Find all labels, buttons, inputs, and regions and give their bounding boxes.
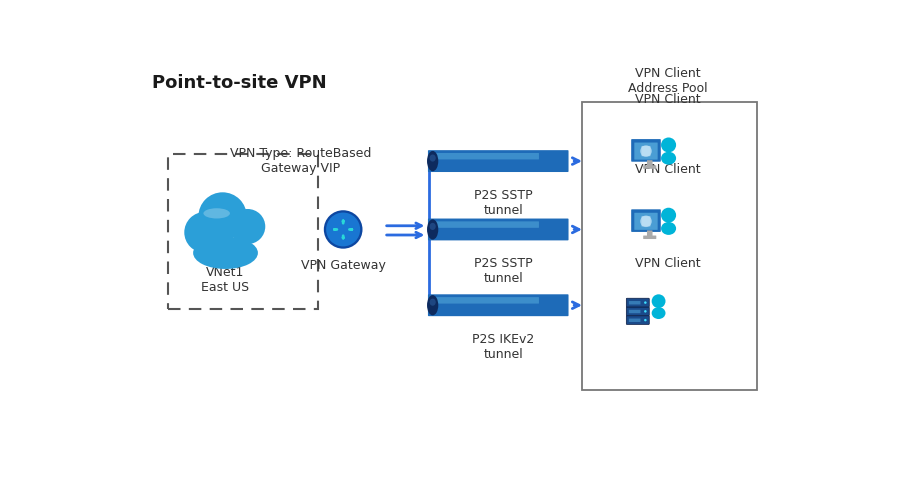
Text: VPN Client: VPN Client	[634, 93, 699, 106]
Text: VPN Client: VPN Client	[634, 257, 699, 270]
Ellipse shape	[426, 219, 437, 240]
FancyBboxPatch shape	[630, 209, 660, 232]
FancyBboxPatch shape	[646, 230, 652, 237]
Text: Point-to-site VPN: Point-to-site VPN	[153, 74, 327, 93]
FancyBboxPatch shape	[626, 316, 649, 324]
Ellipse shape	[429, 223, 436, 230]
FancyBboxPatch shape	[434, 153, 539, 159]
FancyBboxPatch shape	[633, 143, 657, 160]
FancyBboxPatch shape	[641, 146, 650, 156]
Circle shape	[643, 319, 646, 322]
FancyBboxPatch shape	[633, 213, 657, 230]
FancyBboxPatch shape	[646, 160, 652, 167]
Ellipse shape	[661, 222, 675, 235]
Circle shape	[199, 192, 246, 240]
FancyBboxPatch shape	[434, 297, 539, 303]
FancyBboxPatch shape	[626, 298, 649, 307]
Circle shape	[325, 213, 360, 246]
Text: VPN Gateway: VPN Gateway	[301, 259, 385, 272]
Circle shape	[640, 145, 651, 157]
Circle shape	[661, 137, 675, 153]
Text: VPN Client
Address Pool: VPN Client Address Pool	[627, 67, 707, 95]
FancyBboxPatch shape	[641, 216, 650, 227]
Text: VPN Type: RouteBased
Gateway VIP: VPN Type: RouteBased Gateway VIP	[230, 147, 370, 175]
FancyBboxPatch shape	[629, 319, 640, 322]
FancyBboxPatch shape	[629, 310, 640, 313]
FancyBboxPatch shape	[642, 165, 655, 169]
FancyBboxPatch shape	[642, 236, 655, 239]
Circle shape	[640, 216, 651, 227]
Ellipse shape	[426, 151, 437, 171]
Circle shape	[643, 301, 646, 304]
Circle shape	[230, 209, 265, 244]
Circle shape	[643, 310, 646, 312]
FancyBboxPatch shape	[427, 218, 568, 240]
FancyBboxPatch shape	[630, 139, 660, 162]
Ellipse shape	[193, 237, 257, 269]
Circle shape	[323, 210, 362, 249]
Text: P2S IKEv2
tunnel: P2S IKEv2 tunnel	[472, 333, 534, 361]
Ellipse shape	[651, 307, 664, 319]
FancyBboxPatch shape	[626, 307, 649, 316]
FancyBboxPatch shape	[427, 294, 568, 316]
Ellipse shape	[429, 155, 436, 162]
FancyBboxPatch shape	[629, 301, 640, 304]
Ellipse shape	[429, 299, 436, 306]
Text: P2S SSTP
tunnel: P2S SSTP tunnel	[474, 189, 532, 217]
FancyBboxPatch shape	[434, 221, 539, 228]
Circle shape	[651, 294, 664, 308]
Text: VNet1
East US: VNet1 East US	[201, 266, 249, 294]
Ellipse shape	[203, 208, 230, 218]
FancyBboxPatch shape	[427, 150, 568, 172]
Text: P2S SSTP
tunnel: P2S SSTP tunnel	[474, 257, 532, 285]
Ellipse shape	[661, 152, 675, 165]
Text: VPN Client: VPN Client	[634, 163, 699, 176]
Circle shape	[661, 208, 675, 223]
Circle shape	[184, 212, 225, 253]
Ellipse shape	[426, 295, 437, 315]
